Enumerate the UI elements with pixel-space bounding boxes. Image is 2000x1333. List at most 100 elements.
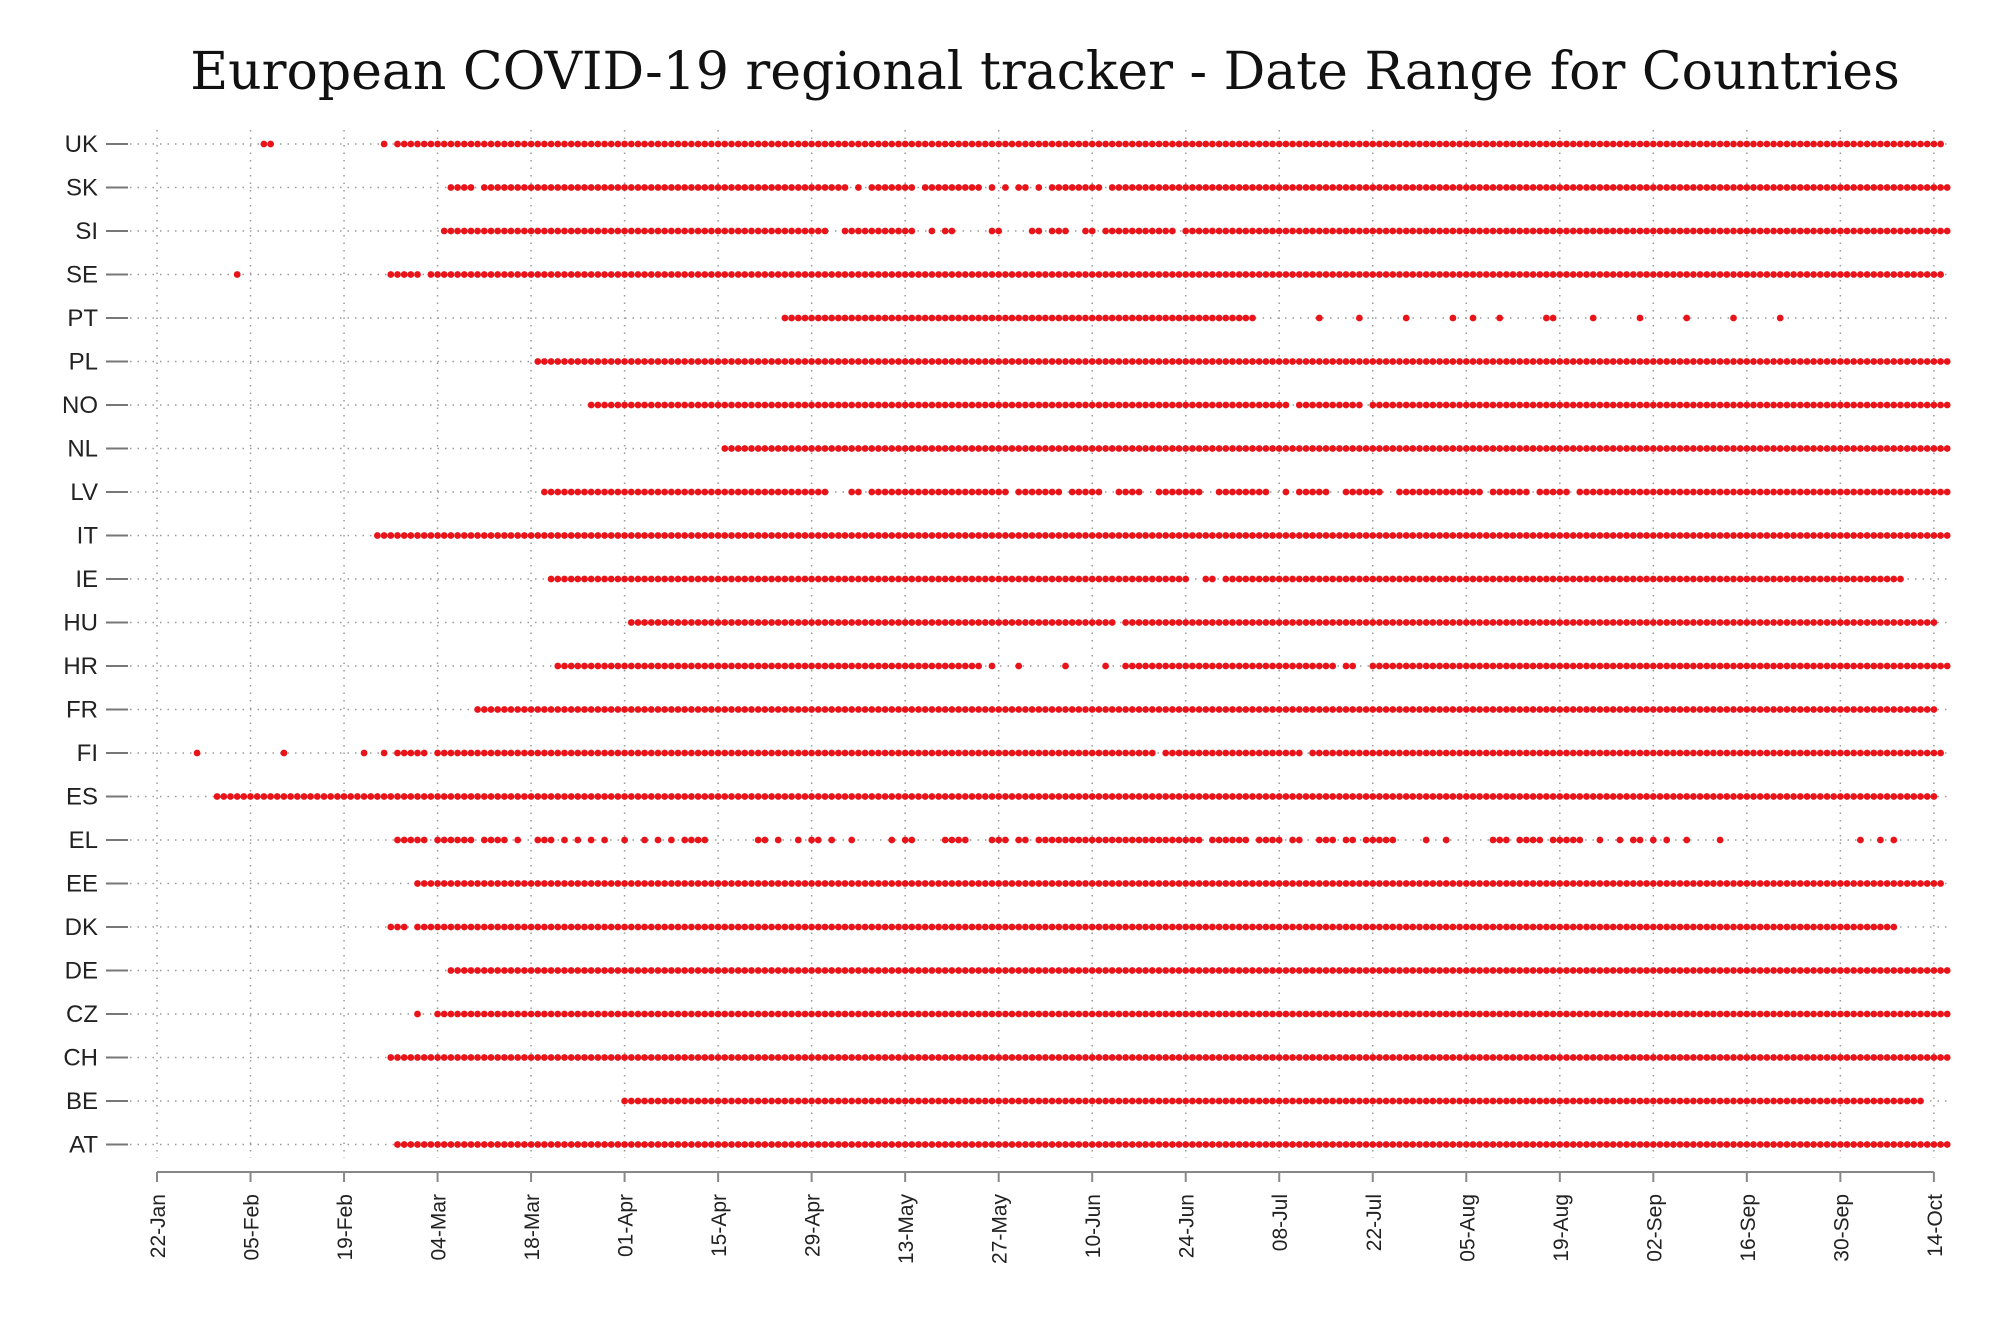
data-point — [567, 923, 575, 931]
data-point — [1716, 923, 1724, 931]
data-point — [1857, 184, 1864, 191]
data-point — [380, 140, 388, 148]
data-point — [614, 923, 622, 931]
data-point — [534, 749, 542, 757]
data-point — [814, 706, 822, 713]
data-point — [447, 923, 455, 931]
data-point — [541, 1141, 548, 1148]
data-point — [895, 1097, 902, 1105]
data-point — [1663, 488, 1671, 496]
data-point — [641, 575, 648, 583]
data-point — [895, 358, 902, 365]
data-point — [1048, 184, 1056, 191]
data-point — [654, 184, 662, 191]
data-point — [1776, 749, 1784, 757]
data-point — [1830, 706, 1838, 713]
data-point — [1736, 967, 1744, 974]
data-point — [1402, 227, 1410, 235]
data-point — [1917, 184, 1924, 191]
data-point — [1576, 140, 1584, 148]
data-point — [1122, 1010, 1129, 1018]
data-point — [547, 1010, 555, 1018]
data-point — [821, 271, 829, 278]
data-point — [721, 488, 729, 496]
data-point — [1148, 1097, 1156, 1105]
data-point — [901, 1010, 909, 1018]
data-point — [1322, 923, 1330, 931]
data-point — [1275, 619, 1283, 626]
data-point — [1115, 271, 1123, 278]
data-point — [774, 271, 782, 278]
data-point — [935, 706, 942, 713]
data-point — [1015, 184, 1023, 191]
data-point — [1623, 1054, 1630, 1061]
data-point — [774, 445, 782, 452]
data-point — [1543, 1010, 1550, 1018]
data-point — [1890, 619, 1898, 626]
data-point — [1549, 793, 1557, 800]
data-point — [928, 619, 936, 626]
data-point — [1870, 445, 1878, 452]
data-point — [835, 662, 842, 670]
data-point — [647, 227, 655, 235]
data-point — [1870, 488, 1878, 496]
data-point — [1088, 749, 1096, 757]
data-point — [1195, 1010, 1203, 1018]
data-point — [1369, 793, 1377, 800]
data-point — [1683, 271, 1691, 278]
data-point — [1623, 923, 1630, 931]
data-point — [561, 1054, 568, 1061]
data-point — [1028, 1010, 1036, 1018]
data-point — [1516, 1010, 1524, 1018]
data-point — [1402, 706, 1410, 713]
data-point — [1723, 532, 1731, 539]
data-point — [1329, 923, 1337, 931]
data-point — [701, 923, 709, 931]
data-point — [1576, 358, 1584, 365]
data-point — [921, 184, 929, 191]
data-point — [1302, 445, 1310, 452]
data-point — [1175, 967, 1183, 974]
data-point — [1816, 1097, 1824, 1105]
data-point — [1837, 880, 1844, 887]
data-point — [1616, 445, 1624, 452]
data-point — [1923, 967, 1931, 974]
data-point — [1456, 532, 1463, 539]
data-point — [1175, 749, 1183, 757]
data-point — [754, 401, 762, 409]
data-point — [761, 619, 769, 626]
data-point — [1923, 140, 1931, 148]
data-point — [1549, 836, 1557, 844]
data-point — [267, 793, 274, 800]
data-point — [1002, 1141, 1009, 1148]
data-point — [975, 445, 982, 452]
data-point — [1189, 271, 1196, 278]
data-point — [1723, 793, 1731, 800]
data-point — [1690, 358, 1697, 365]
data-point — [1422, 749, 1430, 757]
data-point — [1416, 575, 1423, 583]
data-point — [821, 749, 829, 757]
data-point — [1369, 706, 1377, 713]
data-point — [514, 706, 522, 713]
data-point — [835, 1141, 842, 1148]
data-point — [808, 227, 815, 235]
data-point — [1736, 1054, 1744, 1061]
data-point — [961, 1010, 969, 1018]
data-point — [1162, 1097, 1170, 1105]
data-point — [601, 401, 608, 409]
data-point — [928, 880, 936, 887]
data-point — [1175, 358, 1183, 365]
data-point — [1155, 967, 1163, 974]
data-point — [968, 793, 976, 800]
data-point — [848, 1010, 856, 1018]
data-point — [1436, 271, 1443, 278]
data-point — [1676, 880, 1684, 887]
data-point — [1670, 880, 1677, 887]
data-point — [761, 1141, 769, 1148]
data-point — [1122, 619, 1129, 626]
data-point — [1082, 445, 1089, 452]
data-point — [1756, 401, 1764, 409]
y-tick-label: EL — [69, 827, 98, 854]
data-point — [1162, 706, 1170, 713]
